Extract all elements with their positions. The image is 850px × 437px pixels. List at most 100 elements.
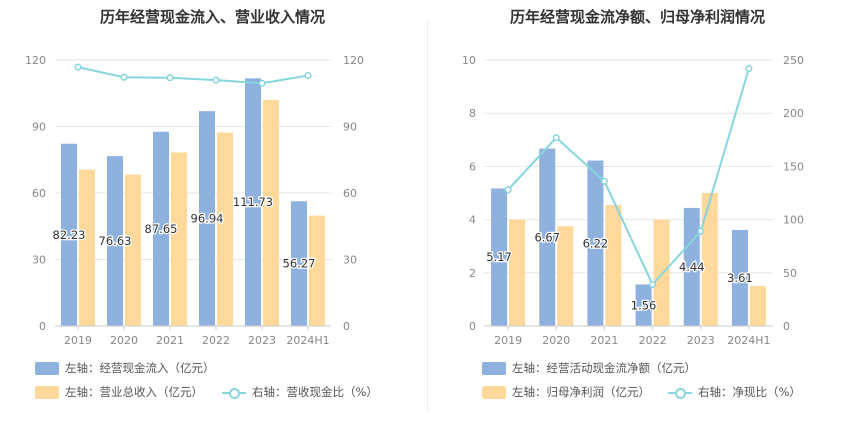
y-tick-label-right: 30	[343, 254, 357, 267]
y-tick-label-right: 250	[783, 54, 804, 67]
line-营收现金比	[77, 66, 309, 85]
y-tick-label-left: 8	[469, 107, 476, 120]
legend-swatch	[482, 361, 506, 375]
legend-item[interactable]: 左轴：营业总收入（亿元）	[35, 384, 203, 400]
bar-经营活动现金流净额	[635, 284, 652, 326]
data-label: 76.63	[99, 234, 132, 248]
legend-label: 左轴：经营活动现金流净额（亿元）	[512, 361, 696, 375]
data-label: 6.22	[583, 236, 609, 250]
y-tick-label-left: 90	[32, 121, 46, 134]
bar-归母净利润	[605, 204, 622, 326]
line-point	[258, 79, 266, 87]
x-tick-label: 2023	[248, 334, 276, 347]
x-tick-label: 2020	[542, 334, 570, 347]
y-tick-label-right: 100	[783, 214, 804, 227]
bar-营业总收入	[217, 132, 233, 326]
y-tick-label-right: 200	[783, 107, 804, 120]
chart-title: 历年经营现金流净额、归母净利润情况	[509, 8, 765, 26]
line-point	[649, 280, 657, 289]
y-tick-label-left: 4	[469, 214, 476, 227]
y-tick-label-right: 120	[343, 54, 364, 67]
legend-line-icon	[668, 386, 692, 399]
x-tick-label: 2024H1	[286, 334, 329, 347]
x-tick-label: 2021	[590, 334, 618, 347]
y-tick-label-right: 50	[783, 267, 797, 280]
bar-经营活动现金流净额	[539, 148, 556, 326]
legend-item[interactable]: 右轴：营收现金比（%）	[222, 384, 378, 400]
bar-经营活动现金流净额	[491, 188, 508, 326]
chart-plot: 0 30 60 90 120 0 30 60 90 120 2019 82.23 2020 76.63 20…	[25, 54, 364, 347]
x-tick-label: 2019	[64, 334, 92, 347]
chart-panel-left: 历年经营现金流入、营业收入情况 0 30 60 90 120 0 30 60 90 120 2019…	[25, 8, 378, 400]
y-tick-label-right: 90	[343, 121, 357, 134]
line-净现比	[507, 68, 750, 287]
line-point	[600, 177, 608, 185]
legend-label: 右轴：净现比（%）	[698, 385, 801, 399]
bar-归母净利润	[701, 193, 718, 326]
line-point	[120, 73, 128, 81]
bar-归母净利润	[509, 219, 526, 326]
bar-营业总收入	[309, 215, 325, 326]
line-point	[212, 76, 220, 84]
bar-经营现金流入	[291, 201, 307, 326]
x-tick-label: 2020	[110, 334, 138, 347]
chart-plot: 024681005010015020025020195.1720206.6720…	[462, 54, 804, 347]
line-point	[304, 71, 312, 80]
legend-item[interactable]: 右轴：净现比（%）	[668, 384, 801, 400]
panel-divider	[427, 20, 428, 410]
data-label: 3.61	[727, 271, 753, 285]
legend-item[interactable]: 左轴：经营现金流入（亿元）	[35, 360, 215, 376]
y-tick-label-left: 10	[462, 54, 476, 67]
y-tick-label-left: 0	[39, 320, 46, 333]
x-tick-label: 2019	[494, 334, 522, 347]
legend-label: 左轴：营业总收入（亿元）	[65, 385, 203, 399]
legend-line-icon	[222, 386, 246, 399]
bar-经营活动现金流净额	[731, 229, 748, 326]
legend-label: 左轴：归母净利润（亿元）	[512, 385, 650, 399]
legend-item[interactable]: 左轴：归母净利润（亿元）	[482, 384, 650, 400]
line-point	[745, 64, 753, 73]
legend-swatch	[482, 385, 506, 399]
bar-营业总收入	[171, 152, 187, 326]
data-label: 1.56	[631, 298, 657, 312]
x-tick-label: 2023	[687, 334, 715, 347]
bar-归母净利润	[749, 286, 766, 326]
bar-营业总收入	[125, 174, 141, 326]
data-label: 5.17	[486, 250, 512, 264]
data-label: 6.67	[534, 230, 560, 244]
legend-label: 右轴：营收现金比（%）	[252, 385, 378, 399]
y-tick-label-left: 60	[32, 187, 46, 200]
legend-label: 左轴：经营现金流入（亿元）	[65, 361, 215, 375]
data-label: 82.23	[53, 228, 86, 242]
y-tick-label-right: 0	[783, 320, 790, 333]
bar-营业总收入	[263, 99, 279, 327]
bar-经营现金流入	[245, 78, 261, 326]
data-label: 56.27	[283, 257, 316, 271]
chart-title: 历年经营现金流入、营业收入情况	[99, 8, 325, 26]
line-point	[166, 74, 174, 82]
y-tick-label-left: 0	[469, 320, 476, 333]
y-tick-label-left: 120	[25, 54, 46, 67]
bar-归母净利润	[557, 226, 574, 326]
legend-swatch	[35, 361, 59, 375]
bar-经营现金流入	[107, 156, 123, 326]
y-tick-label-right: 150	[783, 160, 804, 173]
y-tick-label-left: 6	[469, 160, 476, 173]
x-tick-label: 2022	[639, 334, 667, 347]
line-point	[74, 63, 82, 71]
y-tick-label-right: 60	[343, 187, 357, 200]
legend-swatch	[35, 385, 59, 399]
bar-营业总收入	[79, 169, 95, 326]
legend-item[interactable]: 左轴：经营活动现金流净额（亿元）	[482, 360, 696, 376]
bar-经营现金流入	[153, 131, 169, 326]
line-point	[697, 227, 705, 235]
data-label: 96.94	[191, 212, 224, 226]
chart-panel-right: 历年经营现金流净额、归母净利润情况 0 2 4 6 8 10 0 50 100 150 200 250…	[425, 0, 850, 437]
x-tick-label: 2022	[202, 334, 230, 347]
data-label: 87.65	[145, 222, 178, 236]
x-tick-label: 2024H1	[727, 334, 770, 347]
data-label: 111.73	[233, 195, 273, 209]
bar-经营现金流入	[199, 111, 215, 326]
line-point	[504, 186, 512, 194]
x-tick-label: 2021	[156, 334, 184, 347]
